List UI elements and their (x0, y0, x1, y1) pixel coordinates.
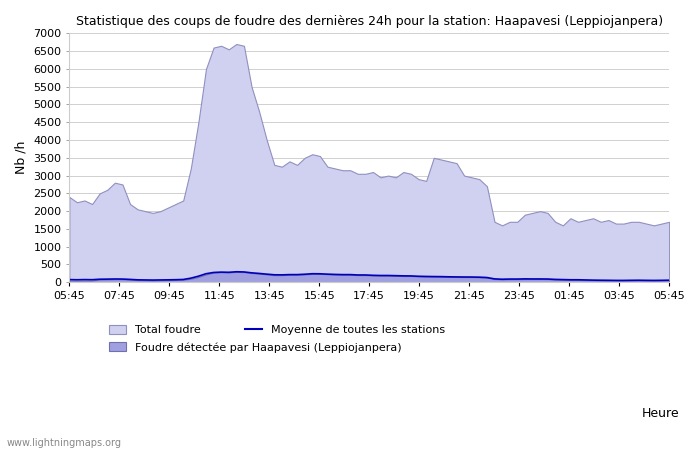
Text: www.lightningmaps.org: www.lightningmaps.org (7, 438, 122, 448)
Text: Heure: Heure (641, 407, 679, 420)
Title: Statistique des coups de foudre des dernières 24h pour la station: Haapavesi (Le: Statistique des coups de foudre des dern… (76, 15, 663, 28)
Legend: Foudre détectée par Haapavesi (Leppiojanpera): Foudre détectée par Haapavesi (Leppiojan… (105, 338, 406, 357)
Y-axis label: Nb /h: Nb /h (15, 141, 28, 175)
